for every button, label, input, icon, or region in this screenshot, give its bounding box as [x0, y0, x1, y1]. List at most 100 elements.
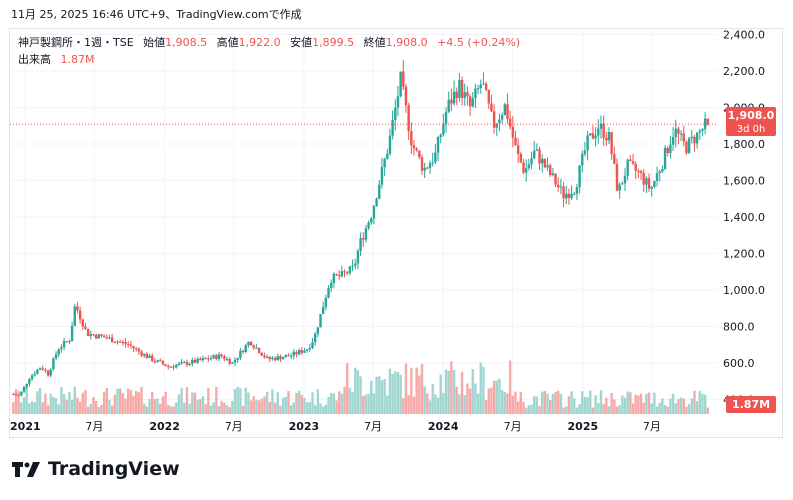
candle-body	[113, 342, 117, 344]
volume-bar	[524, 407, 528, 414]
candle-body	[116, 341, 119, 343]
candle-body	[257, 347, 261, 354]
volume-bar	[687, 404, 691, 414]
price-badge: 1,908.0 3d 0h	[726, 107, 776, 136]
volume-bar	[391, 373, 394, 414]
volume-bar	[498, 378, 501, 414]
volume-bar	[549, 400, 552, 414]
volume-bar	[44, 393, 47, 414]
candle-body	[30, 375, 34, 380]
candle-body	[284, 355, 287, 358]
candle-body	[167, 366, 170, 368]
volume-bar	[650, 403, 653, 414]
volume-bar	[265, 391, 269, 414]
volume-bar	[321, 406, 325, 414]
candle-body	[428, 163, 432, 169]
volume-bar	[236, 386, 239, 414]
candle-body	[335, 273, 338, 276]
volume-bar	[175, 402, 178, 414]
volume-bar	[311, 392, 314, 414]
tradingview-logo[interactable]: TradingView	[12, 458, 180, 480]
volume-bar	[468, 388, 472, 414]
volume-bar	[605, 397, 608, 414]
candle-body	[511, 126, 515, 138]
candle-body	[65, 341, 68, 343]
volume-bar	[578, 404, 581, 414]
candle-body	[164, 364, 167, 367]
volume-bar	[295, 392, 298, 414]
volume-bar	[538, 405, 541, 414]
volume-bar	[436, 397, 440, 414]
volume-bar	[575, 407, 579, 414]
candle-body	[249, 341, 253, 346]
volume-bar	[33, 402, 36, 414]
candle-body	[236, 357, 239, 360]
volume-bar	[303, 397, 306, 414]
candle-body	[105, 337, 109, 339]
candle-body	[682, 133, 685, 142]
candle-body	[570, 193, 573, 198]
candle-body	[500, 115, 504, 120]
volume-bar	[396, 371, 400, 414]
candle-body	[551, 173, 555, 176]
volume-bar	[335, 400, 338, 414]
volume-bar	[613, 399, 616, 414]
candle-body	[169, 366, 173, 368]
candle-body	[685, 141, 688, 154]
candle-body	[463, 92, 466, 98]
volume-label: 出来高	[18, 52, 51, 66]
candle-body	[444, 111, 448, 124]
candle-body	[327, 288, 330, 298]
candle-body	[650, 186, 653, 189]
close-label: 終値	[364, 35, 386, 49]
candle-body	[698, 130, 701, 133]
candle-body	[276, 356, 279, 361]
volume-bar	[455, 386, 458, 414]
volume-bar	[610, 392, 613, 414]
candle-body	[631, 161, 635, 164]
price-badge-value: 1,908.0	[728, 109, 775, 122]
candle-body	[57, 349, 60, 355]
volume-bar	[404, 363, 408, 414]
y-tick-label: 2,200.0	[723, 65, 765, 78]
candle-body	[503, 104, 507, 116]
candle-body	[204, 358, 207, 360]
volume-bar	[567, 396, 571, 414]
volume-bar	[14, 389, 18, 414]
candle-body	[594, 135, 597, 139]
volume-bar	[228, 407, 231, 414]
candle-body	[450, 99, 453, 104]
volume-bar	[167, 404, 170, 414]
candle-body	[663, 147, 667, 169]
volume-bar	[153, 399, 157, 414]
volume-bar	[52, 396, 55, 414]
volume-bar	[241, 405, 245, 414]
low-value: 1,899.5	[312, 36, 354, 49]
volume-bar	[490, 387, 493, 414]
volume-bar	[388, 368, 392, 414]
candle-body	[565, 193, 568, 199]
volume-bar	[508, 360, 512, 414]
candle-body	[108, 337, 111, 339]
candle-body	[645, 178, 648, 185]
candle-body	[679, 133, 683, 135]
volume-bar	[68, 391, 71, 414]
volume-bar	[541, 391, 544, 414]
candle-body	[287, 355, 290, 357]
candle-body	[666, 147, 669, 154]
candle-body	[546, 165, 549, 168]
symbol-label: 神戸製鋼所・1週・TSE	[18, 35, 134, 49]
volume-bar	[511, 395, 515, 414]
candle-body	[484, 83, 488, 90]
candle-body	[519, 153, 523, 163]
candle-body	[252, 345, 255, 348]
candle-body	[118, 341, 122, 343]
volume-bar	[25, 387, 28, 414]
volume-bar	[602, 403, 605, 414]
candle-body	[661, 168, 664, 172]
candle-body	[289, 355, 293, 357]
candle-body	[201, 358, 205, 361]
candle-body	[225, 359, 229, 361]
volume-bar	[247, 392, 250, 414]
